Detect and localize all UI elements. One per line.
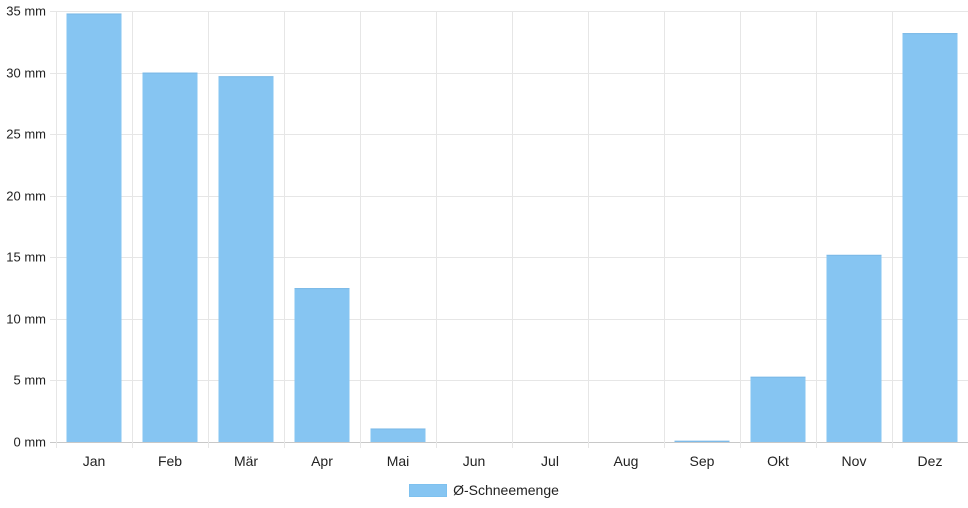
bar-dez[interactable] <box>902 33 958 443</box>
bar-feb[interactable] <box>142 72 198 443</box>
bar-okt[interactable] <box>750 376 806 442</box>
x-tick-label: Apr <box>311 453 333 469</box>
bar-chart: 0 mm 5 mm 10 mm 15 mm 20 mm 25 mm 30 mm 35 mm Ja… <box>6 4 968 470</box>
y-tick-label: 25 mm <box>6 127 46 142</box>
axes: 0 mm 5 mm 10 mm 15 mm 20 mm 25 mm 30 mm 35 mm Ja… <box>6 4 942 470</box>
x-tick-label: Mär <box>234 453 258 469</box>
bar-mär[interactable] <box>218 76 274 442</box>
y-tick-label: 15 mm <box>6 250 46 265</box>
y-tick-label: 10 mm <box>6 312 46 327</box>
bar-mai[interactable] <box>370 428 426 442</box>
x-tick-label: Jun <box>463 453 486 469</box>
y-tick-label: 20 mm <box>6 189 46 204</box>
gridlines <box>50 11 968 448</box>
x-tick-label: Okt <box>767 453 789 469</box>
y-tick-label: 30 mm <box>6 66 46 81</box>
x-tick-label: Aug <box>614 453 639 469</box>
y-tick-label: 0 mm <box>14 435 47 450</box>
x-tick-label: Jan <box>83 453 106 469</box>
bar-nov[interactable] <box>826 254 882 442</box>
x-tick-label: Sep <box>690 453 715 469</box>
y-tick-label: 5 mm <box>14 373 47 388</box>
x-tick-label: Nov <box>842 453 867 469</box>
legend-swatch <box>409 483 448 497</box>
bars <box>66 13 958 443</box>
x-tick-label: Feb <box>158 453 182 469</box>
x-tick-label: Dez <box>918 453 943 469</box>
y-tick-label: 35 mm <box>6 4 46 19</box>
legend-label: Ø-Schneemenge <box>453 482 559 498</box>
bar-apr[interactable] <box>294 288 350 442</box>
x-tick-label: Mai <box>387 453 410 469</box>
x-tick-label: Jul <box>541 453 559 469</box>
bar-jan[interactable] <box>66 13 122 442</box>
legend[interactable]: Ø-Schneemenge <box>0 480 968 500</box>
